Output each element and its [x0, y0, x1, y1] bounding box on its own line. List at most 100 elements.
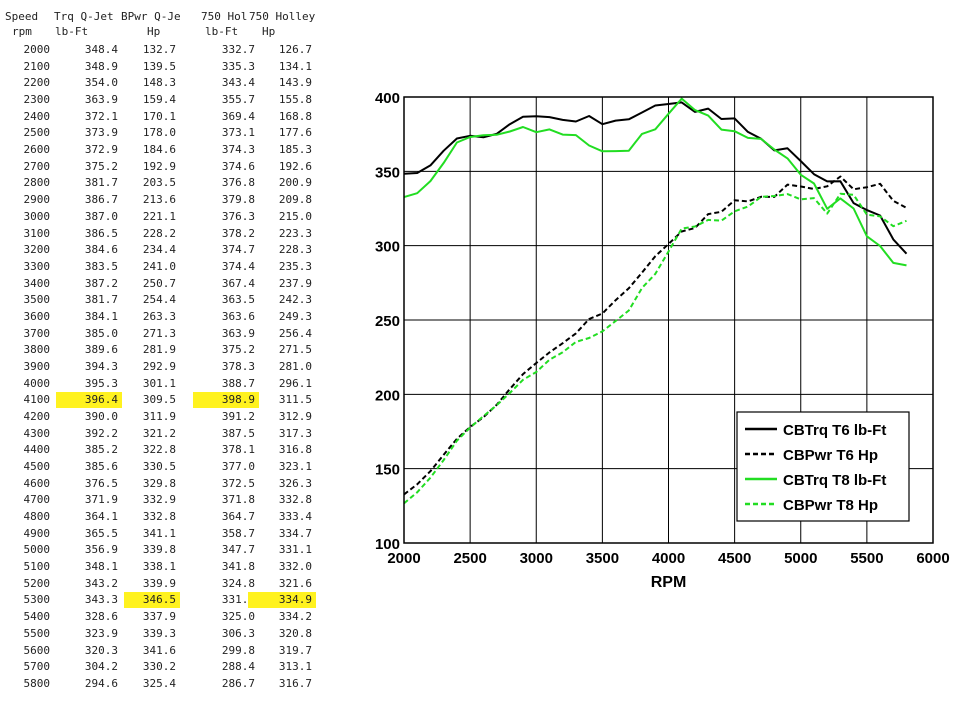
table-cell-value: 228.3 [278, 243, 312, 257]
table-cell-value: 339.3 [142, 626, 176, 640]
x-tick-label: 4500 [718, 550, 751, 567]
table-cell-value: 378.2 [221, 226, 255, 240]
table-cell-value: 330.2 [142, 660, 176, 674]
series-line-2 [403, 97, 907, 267]
table-cell-value: 376.8 [221, 176, 255, 190]
table-cell-value: 371.9 [84, 493, 118, 507]
table-cell-rpm: 3400 [23, 276, 51, 290]
table-cell-value: 356.9 [84, 543, 118, 557]
table-cell-value: 301.1 [142, 376, 176, 390]
table-cell-value: 333.4 [278, 510, 312, 523]
dyno-data-table: Speed Trq Q-Jet BPwr Q-Je 750 Hol 750 Holley… [0, 0, 360, 720]
table-cell-value: 363.6 [221, 309, 255, 323]
table-cell-value: 311.9 [142, 410, 176, 423]
table-cell-value: 364.7 [221, 510, 255, 523]
table-cell-value: 184.6 [142, 143, 176, 157]
table-cell-value: 375.2 [221, 343, 255, 357]
table-cell-value: 306.3 [221, 626, 255, 640]
table-cell-rpm: 4800 [23, 510, 51, 523]
table-cell-value: 170.1 [142, 109, 176, 123]
table-cell-rpm: 4300 [23, 426, 51, 440]
table-cell-value: 313.1 [278, 660, 312, 674]
table-cell-value: 388.7 [221, 376, 255, 390]
table-cell-value: 385.6 [84, 460, 118, 473]
y-tick-label: 150 [375, 462, 400, 479]
table-cell-value: 384.6 [84, 243, 118, 257]
table-cell-value: 309.5 [142, 393, 176, 407]
table-cell-rpm: 4000 [23, 376, 51, 390]
table-cell-value: 235.3 [278, 259, 312, 273]
table-cell-value: 364.1 [84, 510, 118, 523]
table-cell-value: 372.5 [221, 476, 255, 490]
table-cell-value: 242.3 [278, 293, 312, 307]
table-cell-value: 384.1 [84, 309, 118, 323]
table-cell-rpm: 3300 [23, 259, 51, 273]
table-cell-value: 263.3 [142, 309, 176, 323]
x-tick-label: 5500 [850, 550, 883, 567]
table-cell-value: 322.8 [142, 443, 176, 457]
table-cell-value: 185.3 [278, 143, 312, 157]
table-cell-value: 281.0 [278, 359, 312, 373]
table-cell-rpm: 2800 [23, 176, 51, 190]
table-cell-rpm: 3600 [23, 309, 51, 323]
table-cell-rpm: 4200 [23, 410, 51, 423]
table-cell-rpm: 5200 [23, 576, 51, 590]
series-line-0 [403, 101, 908, 255]
table-cell-value: 323.9 [84, 626, 118, 640]
table-cell-value: 321.2 [142, 426, 176, 440]
table-cell-value: 321.6 [278, 576, 312, 590]
table-cell-value: 332.0 [278, 560, 312, 574]
table-cell-value: 332.8 [142, 510, 176, 523]
table-cell-rpm: 2900 [23, 193, 51, 207]
table-cell-value: 376.5 [84, 476, 118, 490]
table-cell-value: 192.6 [278, 159, 312, 173]
table-cell-value: 378.1 [221, 443, 255, 457]
table-cell-rpm: 3200 [23, 243, 51, 257]
table-cell-rpm: 2000 [23, 43, 51, 56]
table-cell-rpm: 5000 [23, 543, 51, 557]
table-cell-value: 363.5 [221, 293, 255, 307]
table-cell-value: 376.3 [221, 209, 255, 223]
table-cell-value: 299.8 [221, 643, 255, 657]
table-cell-value: 386.7 [84, 193, 118, 207]
table-cell-rpm: 5700 [23, 660, 51, 674]
table-cell-value: 294.6 [84, 676, 118, 690]
table-cell-rpm: 3800 [23, 343, 51, 357]
table-cell-value: 348.9 [84, 59, 118, 73]
table-cell-value: 213.6 [142, 193, 176, 207]
y-tick-label: 100 [375, 536, 400, 553]
table-cell-value: 134.1 [278, 59, 312, 73]
table-cell-value: 348.1 [84, 560, 118, 574]
table-cell-value: 346.5 [124, 592, 180, 609]
table-cell-value: 241.0 [142, 259, 176, 273]
table-cell-value: 249.3 [278, 309, 312, 323]
legend-label: CBTrq T8 lb-Ft [783, 472, 886, 489]
table-cell-value: 326.3 [278, 476, 312, 490]
table-cell-value: 354.0 [84, 76, 118, 90]
table-cell-value: 159.4 [142, 93, 176, 106]
table-cell-value: 281.9 [142, 343, 176, 357]
table-cell-value: 139.5 [142, 59, 176, 73]
table-cell-rpm: 3000 [23, 209, 51, 223]
table-cell-value: 334.9 [248, 592, 316, 609]
table-cell-value: 381.7 [84, 176, 118, 190]
table-cell-value: 271.3 [142, 326, 176, 340]
table-cell-value: 254.4 [142, 293, 176, 307]
table-cell-value: 237.9 [278, 276, 312, 290]
table-cell-value: 324.8 [221, 576, 255, 590]
table-cell-value: 385.2 [84, 443, 118, 457]
table-cell-value: 341.1 [142, 526, 176, 540]
table-cell-value: 319.7 [278, 643, 312, 657]
table-cell-value: 288.4 [221, 660, 255, 674]
table-cell-value: 320.3 [84, 643, 118, 657]
x-tick-label: 3500 [586, 550, 619, 567]
x-tick-label: 6000 [916, 550, 949, 567]
table-cell-value: 387.2 [84, 276, 118, 290]
table-cell-value: 331.1 [278, 543, 312, 557]
y-tick-label: 400 [375, 90, 400, 107]
y-tick-label: 200 [375, 387, 400, 404]
table-cell-value: 311.5 [278, 393, 312, 407]
table-cell-value: 337.9 [142, 610, 176, 624]
table-cell-rpm: 2200 [23, 76, 51, 90]
table-cell-value: 332.9 [142, 493, 176, 507]
